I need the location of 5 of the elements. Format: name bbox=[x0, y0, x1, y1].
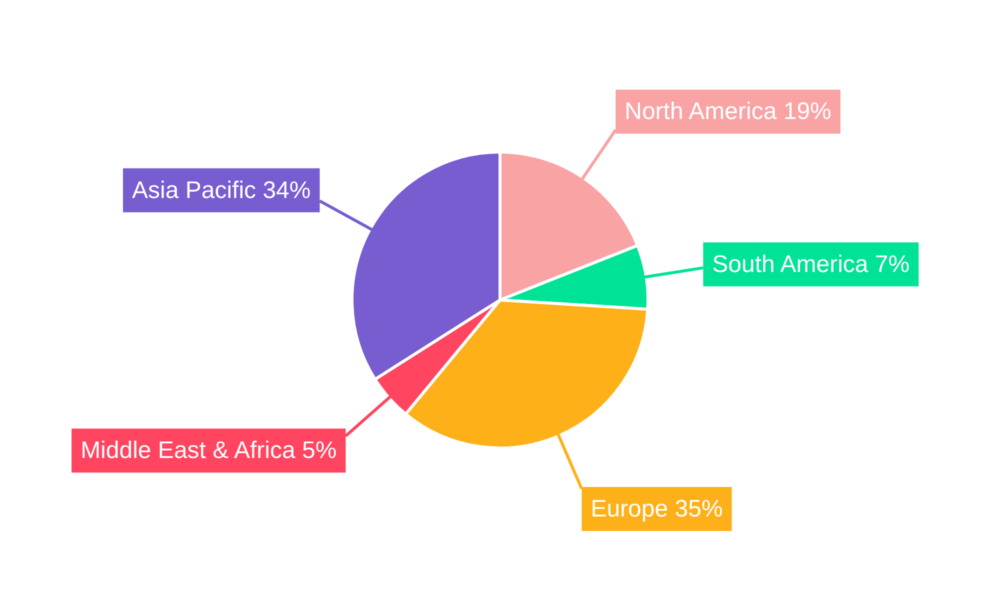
slice-label: Europe 35% bbox=[590, 495, 723, 522]
slice-label: North America 19% bbox=[624, 98, 832, 126]
slice-label: Asia Pacific 34% bbox=[132, 176, 311, 204]
slice-label: South America 7% bbox=[712, 250, 910, 278]
slice-label: Middle East & Africa 5% bbox=[80, 437, 337, 464]
